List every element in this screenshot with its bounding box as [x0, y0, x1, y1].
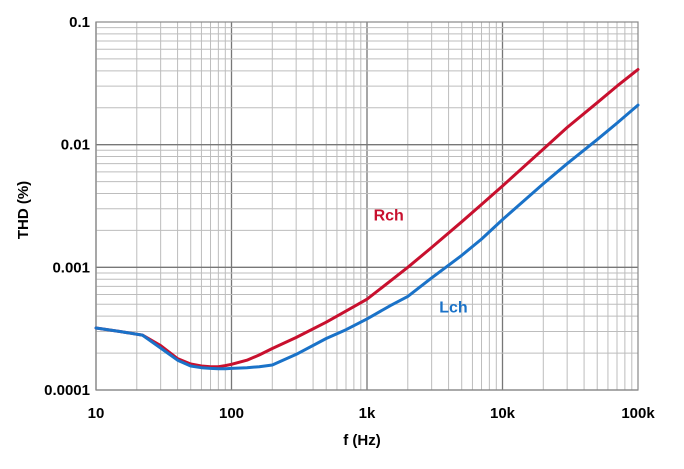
- x-tick-labels: 10 100 1k 10k 100k: [88, 405, 656, 422]
- x-tick-label: 10: [88, 405, 105, 422]
- x-tick-label: 10k: [490, 405, 516, 422]
- x-tick-label: 1k: [359, 405, 376, 422]
- y-tick-label: 0.1: [69, 14, 90, 31]
- y-tick-label: 0.001: [52, 259, 90, 276]
- plot-frame: [95, 21, 639, 391]
- series-line-rch: [94, 68, 640, 369]
- y-axis-label: THD (%): [15, 181, 32, 239]
- x-tick-label: 100k: [621, 405, 655, 422]
- y-tick-label: 0.01: [61, 137, 90, 154]
- x-tick-label: 100: [219, 405, 244, 422]
- y-tick-label: 0.0001: [44, 382, 90, 399]
- grid: [95, 22, 638, 391]
- series-line-lch: [94, 103, 640, 371]
- series-lines: [94, 68, 640, 371]
- x-axis-label: f (Hz): [343, 432, 381, 449]
- y-tick-labels: 0.0001 0.001 0.01 0.1: [44, 14, 90, 399]
- series-label-rch: Rch: [374, 208, 404, 225]
- series-label-lch: Lch: [439, 299, 467, 316]
